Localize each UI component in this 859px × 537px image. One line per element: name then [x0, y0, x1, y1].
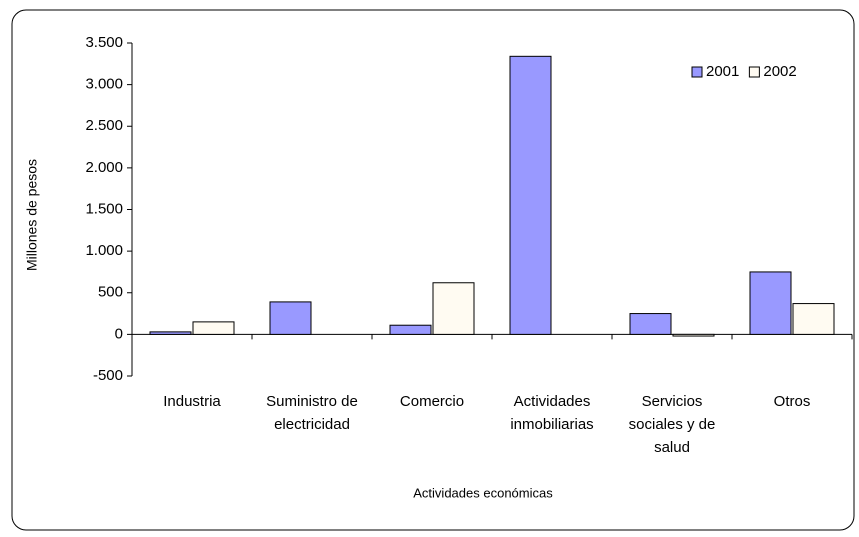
bar — [792, 303, 835, 335]
x-tick-label: Otros — [773, 393, 811, 410]
bar — [269, 301, 312, 335]
bar — [749, 271, 792, 335]
y-axis-title: Millones de pesos — [24, 159, 40, 271]
x-tick-label: Servicios sociales y de salud — [628, 393, 716, 456]
y-tick-label: 2.500 — [85, 117, 123, 134]
y-tick-label: 3.000 — [85, 76, 123, 93]
legend-swatch — [748, 66, 760, 78]
y-tick-label: 2.000 — [85, 159, 123, 176]
bar — [389, 324, 432, 335]
legend-label: 2001 — [706, 63, 739, 80]
bar — [629, 313, 672, 335]
bar — [149, 331, 192, 335]
bar — [192, 321, 235, 335]
x-tick-label: Suministro de electricidad — [266, 393, 358, 433]
x-tick-label: Industria — [163, 393, 221, 410]
bar — [432, 282, 475, 335]
x-tick-label: Comercio — [399, 393, 465, 410]
y-tick-label: 500 — [98, 284, 123, 301]
bar — [509, 55, 552, 335]
x-axis-title: Actividades económicas — [413, 485, 553, 500]
legend-swatch — [691, 66, 703, 78]
y-tick-label: 1.000 — [85, 242, 123, 259]
chart-frame — [11, 9, 855, 531]
y-tick-label: 0 — [115, 325, 123, 342]
x-tick-label: Actividades inmobiliarias — [510, 393, 594, 433]
legend-label: 2002 — [763, 63, 796, 80]
y-tick-label: 3.500 — [85, 34, 123, 51]
y-tick-label: -500 — [93, 367, 123, 384]
y-tick-label: 1.500 — [85, 200, 123, 217]
bar — [672, 333, 715, 337]
